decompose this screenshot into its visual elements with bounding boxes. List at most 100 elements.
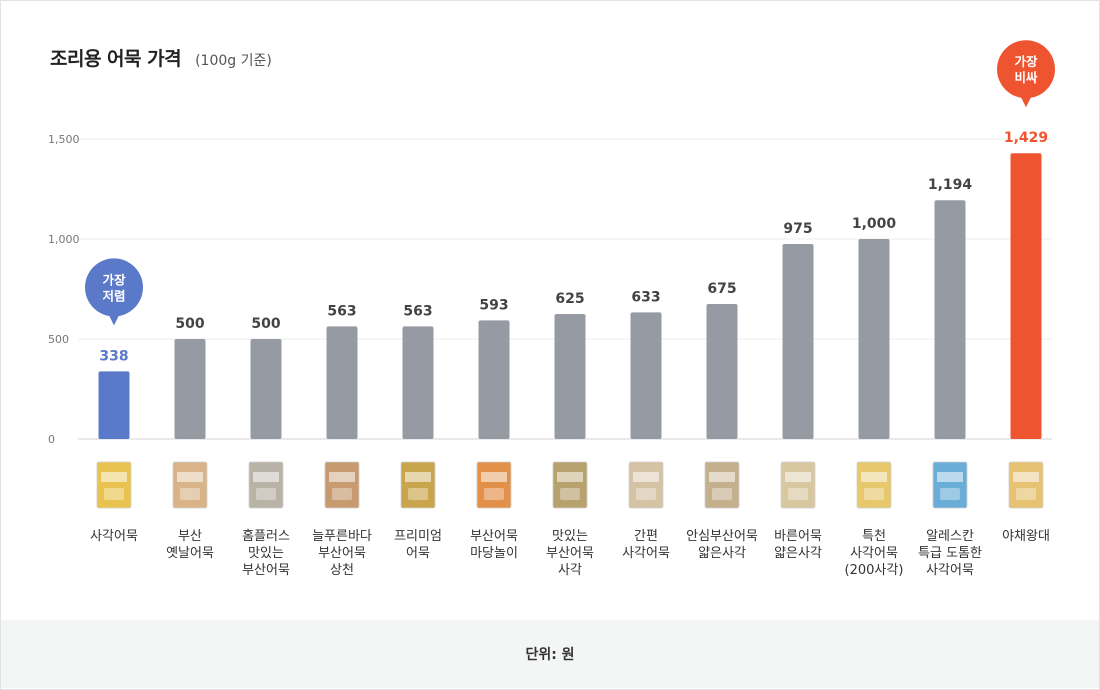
bubble-text: 비싸 (1014, 70, 1038, 85)
bar (630, 312, 662, 439)
product-window (1016, 488, 1036, 500)
bar (934, 200, 966, 439)
product-package (400, 461, 436, 509)
y-tick-label: 1,500 (48, 133, 80, 146)
category-label: 특급 도톰한 (918, 546, 982, 561)
product-label-band (481, 472, 507, 482)
category-label: 사각 (558, 563, 582, 578)
category-label: 맛있는 (248, 546, 284, 561)
bar-value-label: 593 (479, 297, 508, 313)
footer: 단위: 원 (1, 620, 1099, 688)
bar (706, 304, 738, 439)
category-label: 사각어묵 (90, 529, 138, 544)
bubble-circle (85, 258, 143, 317)
bar (402, 326, 434, 439)
product-label-band (253, 472, 279, 482)
product-window (332, 488, 352, 500)
bubble-circle (997, 40, 1055, 99)
product-window (180, 488, 200, 500)
product-image (476, 461, 512, 509)
chart-header: 조리용 어묵 가격 (100g 기준) (50, 44, 272, 71)
product-package (1008, 461, 1044, 509)
product-image (1008, 461, 1044, 509)
product-image (932, 461, 968, 509)
product-image (324, 461, 360, 509)
category-label: 부산어묵 (470, 529, 518, 544)
bar (554, 314, 586, 439)
product-label-band (785, 472, 811, 482)
y-tick-label: 1,000 (48, 233, 80, 246)
product-package (552, 461, 588, 509)
product-package (704, 461, 740, 509)
category-label: 어묵 (406, 546, 430, 561)
bar-value-label: 1,194 (928, 177, 973, 193)
category-label: 마당놀이 (470, 546, 518, 561)
bar-value-label: 975 (783, 221, 812, 237)
bar-layer (98, 153, 1042, 439)
category-label: 야채왕대 (1002, 529, 1050, 544)
product-image (780, 461, 816, 509)
product-label-band (937, 472, 963, 482)
product-package (628, 461, 664, 509)
y-tick-label: 0 (48, 433, 55, 446)
category-label-layer: 사각어묵 부산옛날어묵홈플러스맛있는부산어묵늘푸른바다부산어묵상천프리미엄어묵부산… (90, 529, 1050, 578)
category-label: 홈플러스 (242, 529, 290, 544)
bar-value-label: 500 (251, 316, 280, 332)
product-window (560, 488, 580, 500)
product-label-band (1013, 472, 1039, 482)
product-window (788, 488, 808, 500)
bar (98, 371, 130, 439)
product-image-layer (96, 461, 1044, 509)
category-label: (200사각) (845, 563, 904, 578)
product-window (712, 488, 732, 500)
product-package (932, 461, 968, 509)
category-label: 부산어묵 (318, 546, 366, 561)
category-label: 맛있는 (552, 529, 588, 544)
bubble-pointer (108, 313, 120, 326)
product-label-band (329, 472, 355, 482)
product-image (172, 461, 208, 509)
bar-chart: 0 500 1,000 1,500 338 500 500 563 563 593 625 633 6… (48, 40, 1055, 578)
product-label-band (633, 472, 659, 482)
product-label-band (861, 472, 887, 482)
product-window (864, 488, 884, 500)
product-package (324, 461, 360, 509)
product-window (408, 488, 428, 500)
product-image (704, 461, 740, 509)
bar-value-label: 563 (327, 303, 356, 319)
chart-subtitle: (100g 기준) (195, 53, 272, 69)
bar (250, 339, 282, 439)
product-package (856, 461, 892, 509)
bar-value-label: 338 (99, 348, 128, 364)
product-image (552, 461, 588, 509)
product-image (856, 461, 892, 509)
bar (478, 320, 510, 439)
category-label: 특천 (862, 529, 886, 544)
bubble-text: 가장 (1014, 54, 1038, 69)
category-label: 부산어묵 (546, 546, 594, 561)
category-label: 부산어묵 (242, 563, 290, 578)
bar (1010, 153, 1042, 439)
category-label: 프리미엄 (394, 529, 442, 544)
grid-layer: 0 500 1,000 1,500 (48, 133, 1052, 446)
product-package (476, 461, 512, 509)
product-package (172, 461, 208, 509)
category-label: 부산 (178, 529, 202, 544)
category-label: 간편 (634, 529, 658, 544)
product-package (96, 461, 132, 509)
category-label: 사각어묵 (926, 563, 974, 578)
category-label: 안심부산어묵 (686, 529, 758, 544)
product-image (400, 461, 436, 509)
product-window (940, 488, 960, 500)
bar-value-label: 563 (403, 303, 432, 319)
category-label: 얇은사각 (698, 546, 746, 561)
product-image (96, 461, 132, 509)
bar (858, 239, 890, 439)
category-label: 얇은사각 (774, 546, 822, 561)
category-label: 사각어묵 (850, 546, 898, 561)
product-image (248, 461, 284, 509)
bubble-text: 가장 (102, 272, 126, 287)
product-label-band (557, 472, 583, 482)
product-window (484, 488, 504, 500)
